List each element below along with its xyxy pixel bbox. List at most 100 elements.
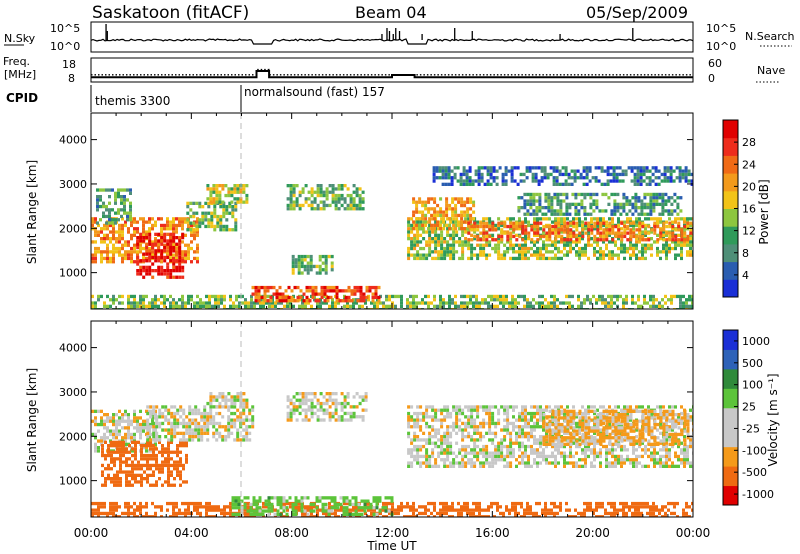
heatmap-cell xyxy=(434,256,438,261)
heatmap-cell xyxy=(152,457,155,461)
heatmap-cell xyxy=(518,217,521,221)
heatmap-cell xyxy=(118,301,121,305)
heatmap-cell xyxy=(689,253,692,257)
heatmap-cell xyxy=(479,438,483,442)
heatmap-cell xyxy=(518,448,521,452)
heatmap-cell xyxy=(536,221,540,225)
heatmap-cell xyxy=(454,227,458,231)
heatmap-cell xyxy=(278,295,282,300)
heatmap-cell xyxy=(181,217,184,221)
heatmap-cell xyxy=(407,217,411,221)
heatmap-cell xyxy=(103,436,106,440)
heatmap-cell xyxy=(524,237,527,241)
heatmap-cell xyxy=(459,172,463,177)
heatmap-cell xyxy=(585,172,589,177)
heatmap-cell xyxy=(425,425,429,429)
heatmap-cell xyxy=(250,304,253,308)
heatmap-cell xyxy=(505,301,508,305)
heatmap-cell xyxy=(291,271,295,275)
heatmap-cell xyxy=(194,428,198,432)
heatmap-cell xyxy=(659,217,662,221)
heatmap-cell xyxy=(220,301,223,305)
heatmap-cell xyxy=(422,431,426,435)
heatmap-cell xyxy=(410,243,414,247)
heatmap-cell xyxy=(195,211,199,215)
heatmap-cell xyxy=(209,401,213,406)
heatmap-cell xyxy=(200,431,204,435)
heatmap-cell xyxy=(470,233,474,237)
heatmap-cell xyxy=(493,298,496,302)
heatmap-cell xyxy=(304,308,307,309)
heatmap-cell xyxy=(306,271,310,275)
heatmap-cell xyxy=(425,464,429,468)
heatmap-cell xyxy=(99,195,102,199)
heatmap-cell xyxy=(120,201,123,205)
heatmap-cell xyxy=(606,182,610,186)
heatmap-cell xyxy=(637,308,640,309)
heatmap-cell xyxy=(584,227,587,231)
heatmap-cell xyxy=(416,243,420,247)
heatmap-cell xyxy=(291,254,295,259)
heatmap-cell xyxy=(485,224,489,229)
heatmap-cell xyxy=(169,232,173,236)
heatmap-cell xyxy=(652,304,655,308)
heatmap-cell xyxy=(452,405,456,409)
heatmap-cell xyxy=(448,217,452,221)
heatmap-cell xyxy=(322,193,326,198)
heatmap-cell xyxy=(219,214,223,219)
heatmap-cell xyxy=(431,428,435,432)
heatmap-cell xyxy=(221,392,225,396)
heatmap-cell xyxy=(506,408,510,412)
heatmap-cell xyxy=(167,444,170,448)
cpid-segment-2: normalsound (fast) 157 xyxy=(244,85,385,99)
heatmap-cell xyxy=(415,223,419,227)
heatmap-cell xyxy=(232,301,235,305)
heatmap-cell xyxy=(434,418,438,422)
heatmap-cell xyxy=(461,256,465,261)
heatmap-cell xyxy=(446,411,450,416)
heatmap-cell xyxy=(474,179,478,183)
heatmap-cell xyxy=(555,166,559,170)
heatmap-cell xyxy=(627,166,631,170)
heatmap-cell xyxy=(172,249,176,253)
heatmap-cell xyxy=(416,451,420,455)
heatmap-cell xyxy=(482,221,486,225)
heatmap-cell xyxy=(100,409,103,413)
heatmap-cell xyxy=(542,246,545,251)
heatmap-cell xyxy=(580,301,583,305)
heatmap-cell xyxy=(321,268,325,272)
heatmap-cell xyxy=(538,301,541,305)
heatmap-cell xyxy=(416,454,420,459)
heatmap-cell xyxy=(224,405,228,409)
heatmap-cell xyxy=(388,308,391,309)
heatmap-cell xyxy=(485,448,489,452)
heatmap-cell xyxy=(615,172,619,177)
heatmap-cell xyxy=(94,436,97,440)
heatmap-cell xyxy=(524,408,527,412)
heatmap-cell xyxy=(319,200,323,204)
heatmap-cell xyxy=(524,217,527,221)
heatmap-cell xyxy=(289,193,293,198)
heatmap-cell xyxy=(470,408,474,412)
heatmap-cell xyxy=(569,234,573,239)
heatmap-cell xyxy=(309,254,313,259)
heatmap-cell xyxy=(654,176,658,180)
heatmap-cell xyxy=(322,207,326,211)
heatmap-cell xyxy=(236,408,240,412)
heatmap-cell xyxy=(452,256,456,261)
heatmap-cell xyxy=(310,308,313,309)
heatmap-cell xyxy=(494,454,498,459)
heatmap-cell xyxy=(118,233,121,237)
heatmap-cell xyxy=(359,285,363,290)
heatmap-cell xyxy=(689,250,692,254)
heatmap-cell xyxy=(491,451,495,455)
heatmap-cell xyxy=(436,203,440,208)
heatmap-cell xyxy=(137,460,140,464)
noise-sky-series xyxy=(90,38,694,45)
heatmap-cell xyxy=(503,243,507,247)
heatmap-cell xyxy=(506,444,510,449)
heatmap-cell xyxy=(608,233,611,237)
heatmap-cell xyxy=(458,237,462,241)
heatmap-cell xyxy=(340,415,344,419)
heatmap-cell xyxy=(691,298,693,302)
